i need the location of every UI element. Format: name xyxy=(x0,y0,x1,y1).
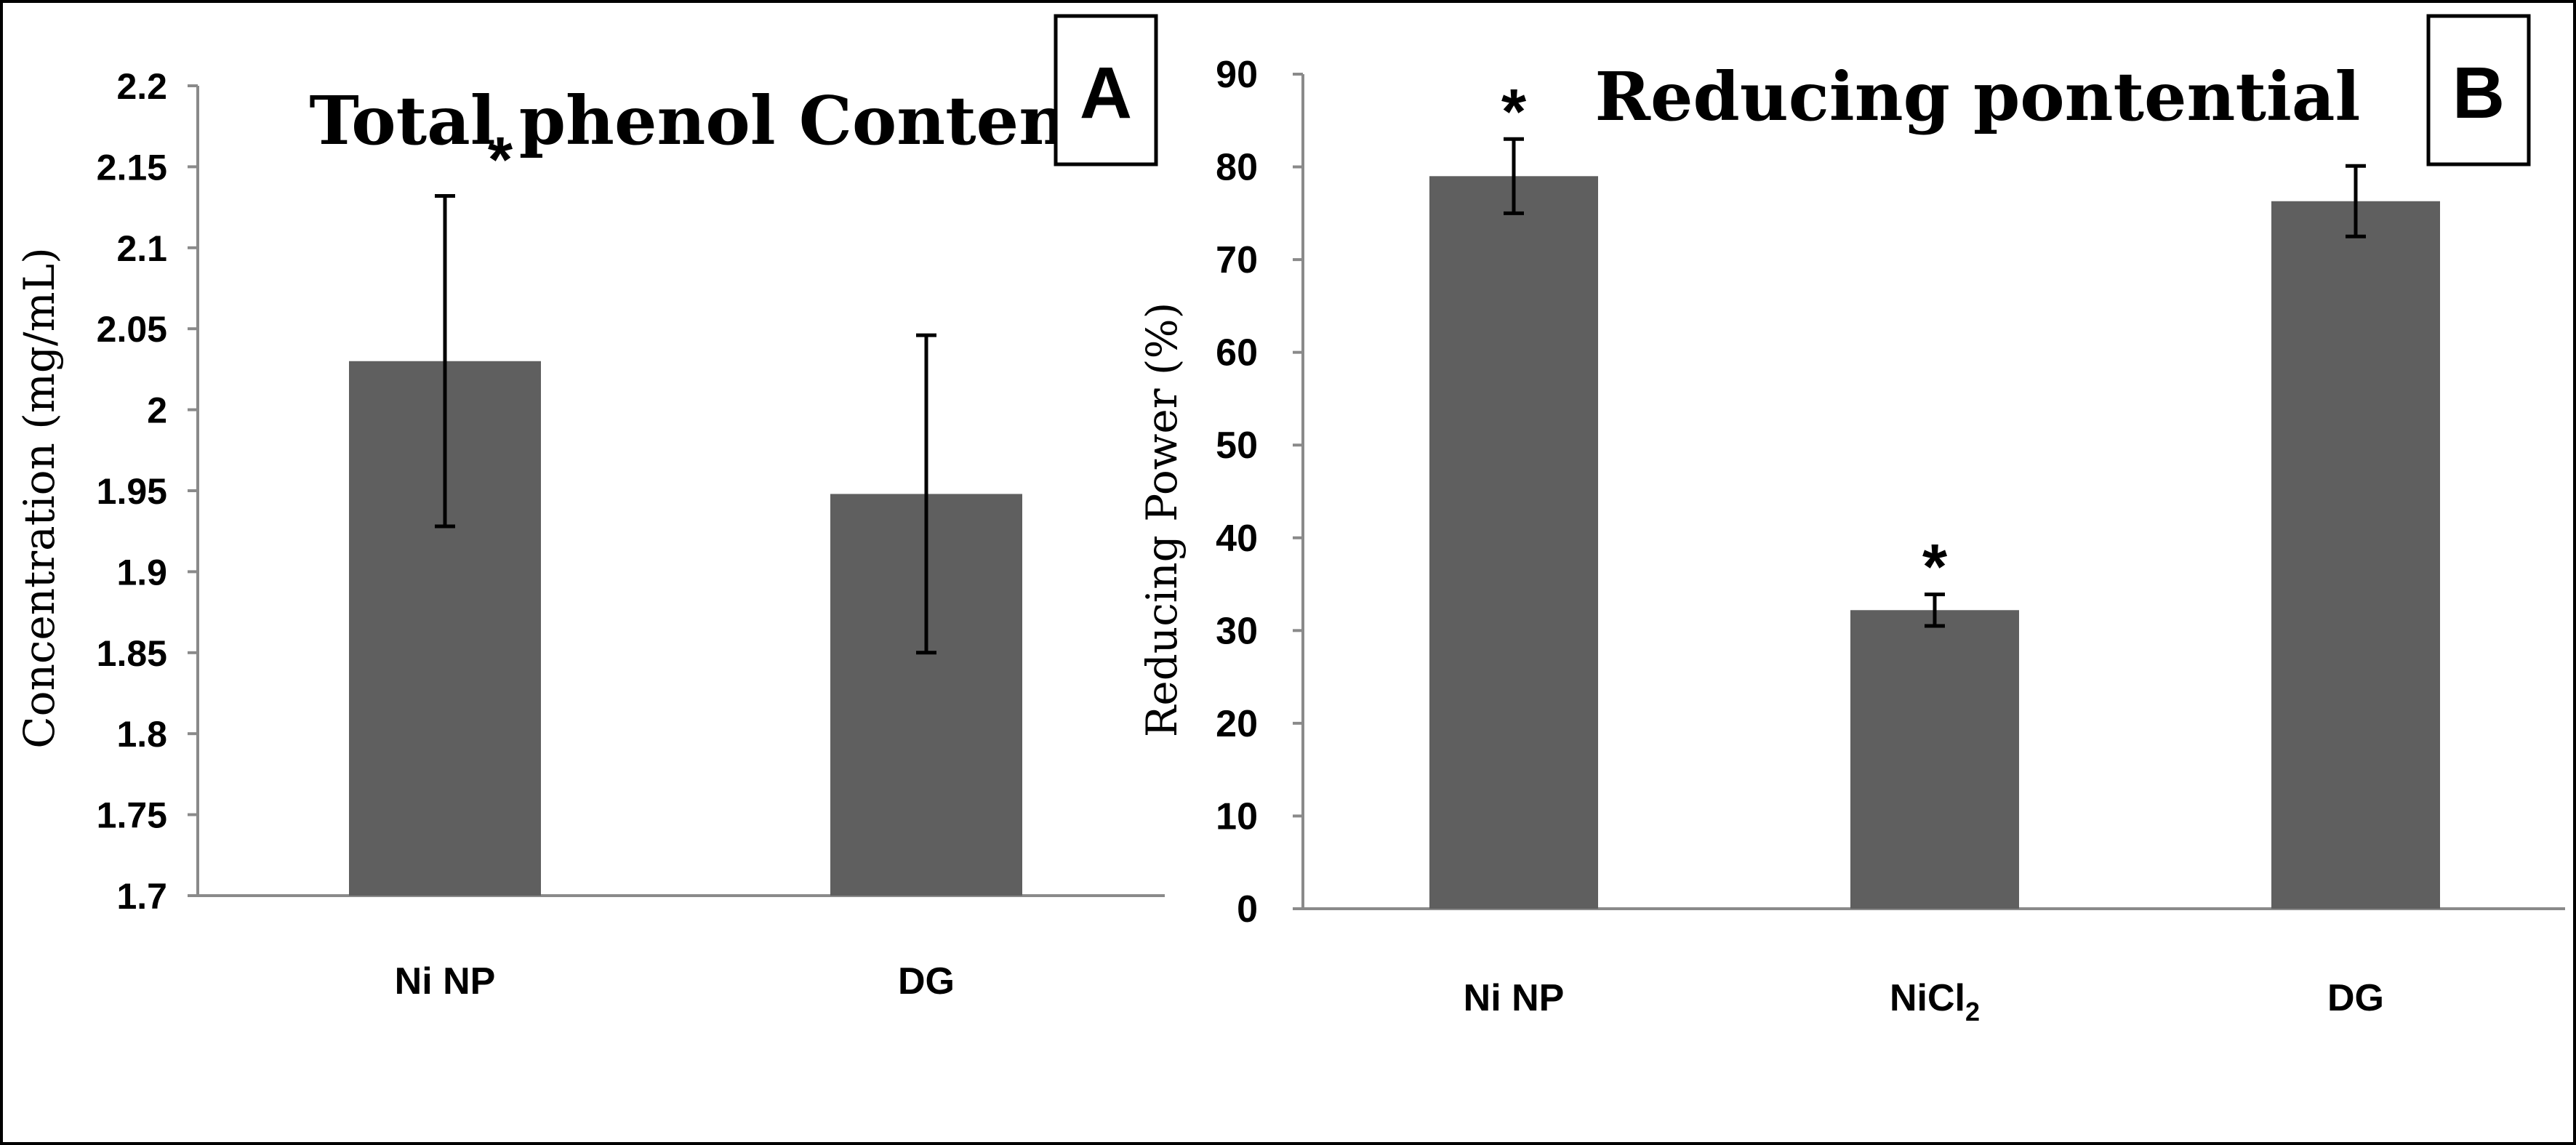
panel-a-y-ticks: 1.7 1.75 1.8 1.85 1.9 1.95 2 2.05 2.1 2.15 2.2 xyxy=(97,66,198,917)
panel-a-x-labels: Ni NP DG xyxy=(395,960,955,1003)
y-tick-label: 2.15 xyxy=(97,147,167,188)
panel-b-bars xyxy=(1429,176,2440,909)
panel-b: Reducing pontential B Reducing Power (%)… xyxy=(1137,14,2565,1027)
y-tick-label: 1.95 xyxy=(97,471,167,512)
significance-star: * xyxy=(1501,75,1527,147)
y-tick-label: 20 xyxy=(1216,703,1258,745)
panel-a-label-box xyxy=(1054,14,1158,166)
x-tick-label: DG xyxy=(898,960,955,1003)
y-tick-label: 1.7 xyxy=(116,876,167,917)
panel-a-bars xyxy=(349,361,1022,896)
panel-b-significance: ** xyxy=(1501,75,1948,602)
panel-b-y-ticks: 0 10 20 30 40 50 60 70 80 90 xyxy=(1216,54,1303,931)
panel-a-y-axis-label: Concentration (mg/mL) xyxy=(15,247,64,748)
y-tick-label: 70 xyxy=(1216,239,1258,281)
significance-star: * xyxy=(1922,531,1948,603)
bar xyxy=(1429,176,1598,909)
x-tick-label: NiCl2 xyxy=(1890,977,1980,1027)
y-tick-label: 90 xyxy=(1216,54,1258,96)
x-tick-label: Ni NP xyxy=(395,960,496,1003)
panel-a-error-bars xyxy=(435,194,936,655)
panel-a: Total phenol Content A Concentration (mg… xyxy=(15,14,1165,1003)
panel-b-error-bars xyxy=(1504,137,2366,628)
y-tick-label: 2.2 xyxy=(116,66,167,107)
y-tick-label: 1.85 xyxy=(97,633,167,674)
y-tick-label: 1.8 xyxy=(116,714,167,755)
significance-star: * xyxy=(488,124,513,196)
y-tick-label: 2 xyxy=(147,390,167,431)
panel-b-y-axis-label: Reducing Power (%) xyxy=(1137,302,1187,738)
panel-b-label: B xyxy=(2452,52,2505,134)
panel-b-x-labels: Ni NP NiCl2 DG xyxy=(1464,977,2384,1027)
panel-b-title: Reducing pontential xyxy=(1595,57,2361,136)
bar xyxy=(2271,201,2440,909)
panel-a-significance: * xyxy=(488,124,513,196)
y-tick-label: 2.05 xyxy=(97,309,167,350)
y-tick-label: 60 xyxy=(1216,332,1258,374)
bar xyxy=(1850,610,2019,909)
y-tick-label: 40 xyxy=(1216,518,1258,560)
x-tick-label: Ni NP xyxy=(1464,977,1565,1019)
y-tick-label: 0 xyxy=(1237,888,1258,931)
y-tick-label: 30 xyxy=(1216,610,1258,652)
x-tick-label-subscript: 2 xyxy=(1965,997,1980,1027)
panel-a-label: A xyxy=(1080,52,1132,134)
y-tick-label: 2.1 xyxy=(116,228,167,269)
y-tick-label: 1.9 xyxy=(116,552,167,592)
panel-a-title: Total phenol Content xyxy=(309,81,1099,160)
y-tick-label: 80 xyxy=(1216,147,1258,189)
y-tick-label: 10 xyxy=(1216,795,1258,837)
panel-b-label-box xyxy=(2426,14,2531,166)
y-tick-label: 50 xyxy=(1216,425,1258,467)
y-tick-label: 1.75 xyxy=(97,795,167,836)
x-tick-label: DG xyxy=(2327,977,2384,1019)
